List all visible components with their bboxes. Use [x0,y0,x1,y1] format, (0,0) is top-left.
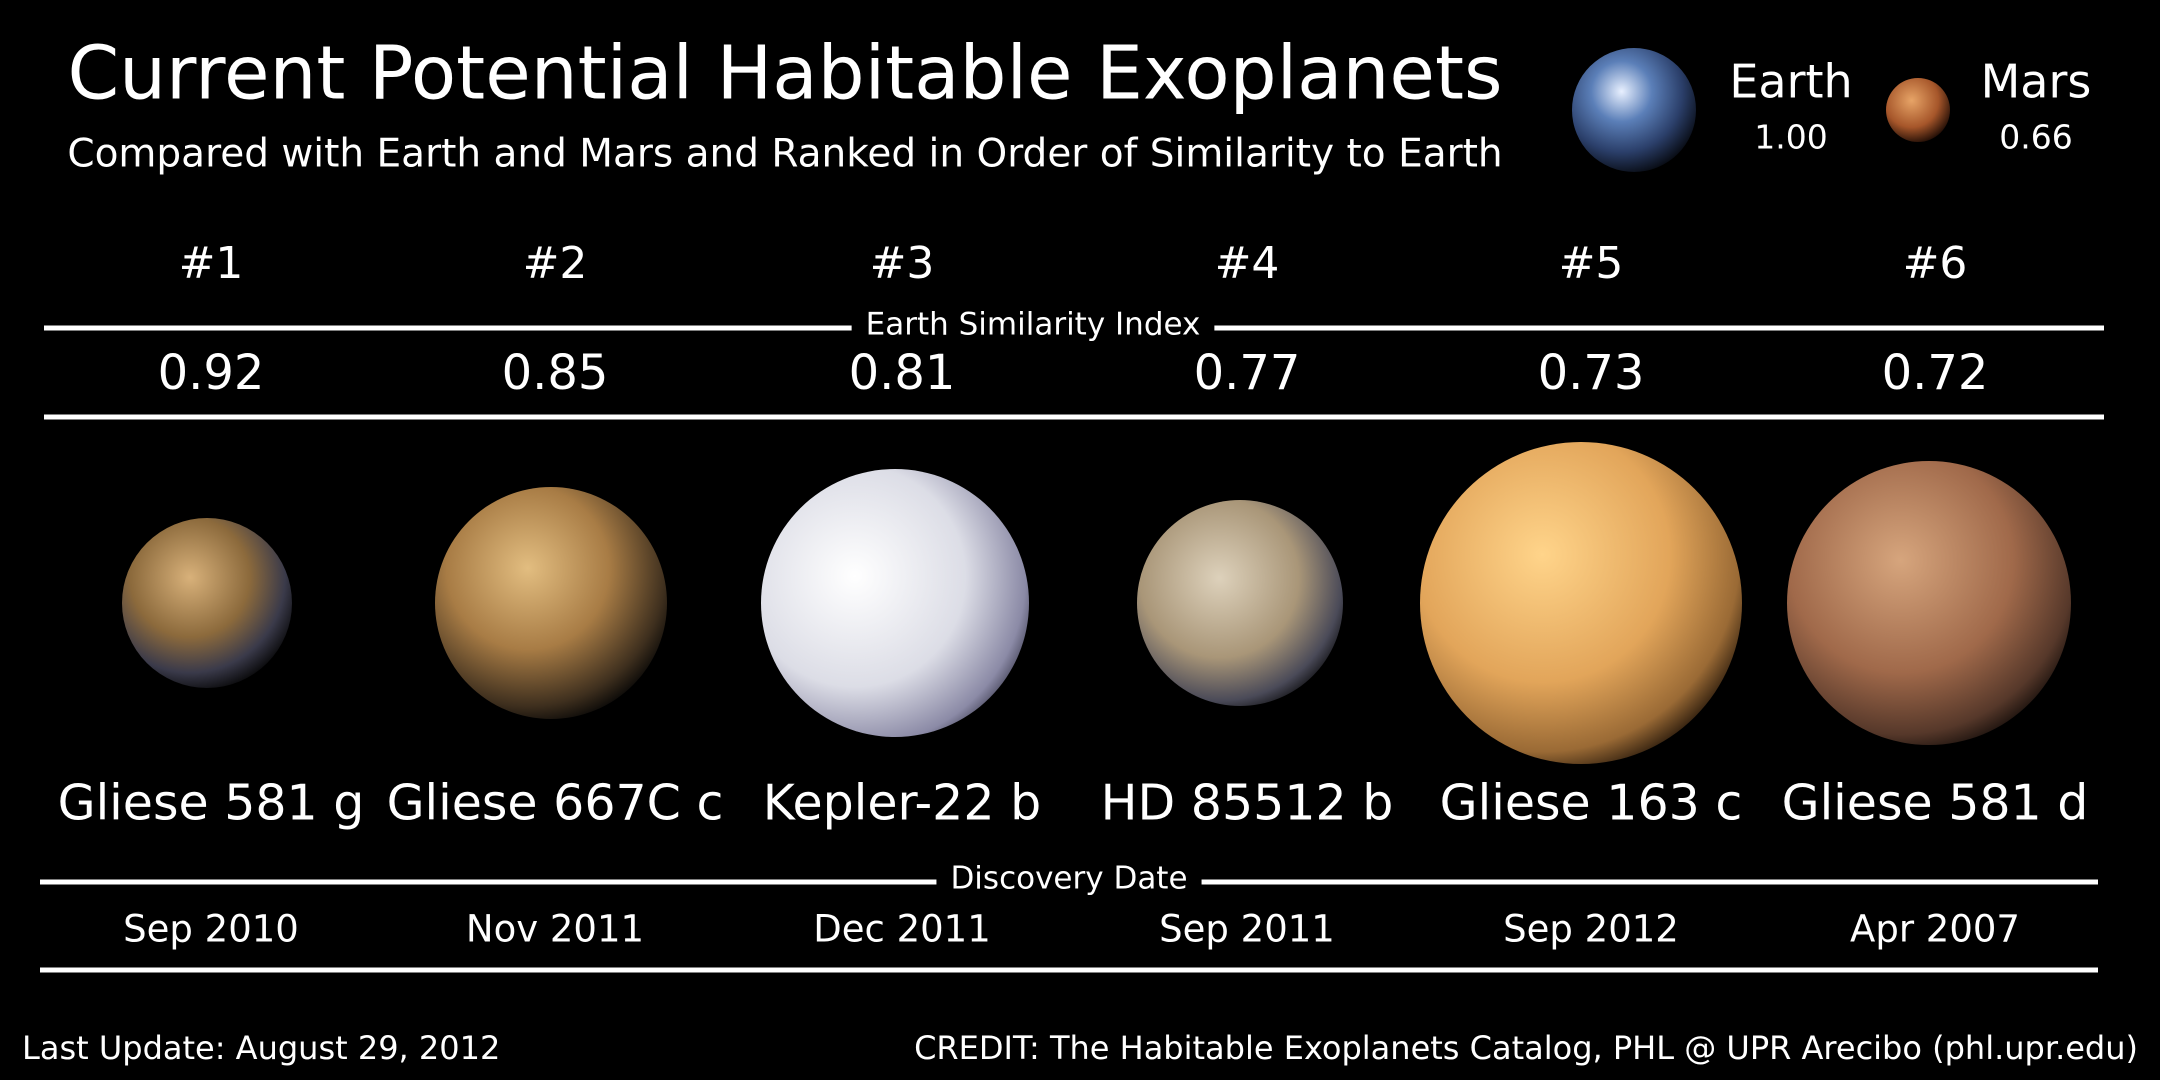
earth-globe [1572,48,1696,172]
planet-globe [1787,461,2071,745]
esi-value: 0.73 [1538,345,1645,401]
rank: #4 [1215,238,1280,289]
planet-name: Gliese 581 d [1782,775,2089,832]
planet-name: Gliese 163 c [1440,775,1743,832]
rank: #3 [870,238,935,289]
reference-name: Earth [1729,55,1852,109]
label-backdrop [936,860,1202,897]
discovery-date: Sep 2012 [1503,908,1679,951]
esi-value: 0.85 [502,345,609,401]
planet-globe [122,518,292,688]
planet-name: Kepler-22 b [763,775,1041,832]
discovery-date: Sep 2010 [123,908,299,951]
planet-globe [1137,500,1343,706]
update-note: Last Update: August 29, 2012 [22,1029,500,1067]
reference-esi: 0.66 [1999,118,2072,157]
planet-globe [761,469,1029,737]
discovery-date: Sep 2011 [1159,908,1335,951]
planet-name: Gliese 667C c [387,775,724,832]
label-backdrop [851,306,1215,343]
discovery-date: Nov 2011 [466,908,644,951]
title: Current Potential Habitable Exoplanets [67,31,1502,117]
planet-globe [435,487,667,719]
rank: #6 [1903,238,1968,289]
planet-globe [1420,442,1742,764]
rank: #2 [523,238,588,289]
esi-value: 0.77 [1194,345,1301,401]
esi-value: 0.72 [1882,345,1989,401]
reference-esi: 1.00 [1754,118,1827,157]
reference-name: Mars [1981,55,2092,109]
rank: #5 [1559,238,1624,289]
planet-name: Gliese 581 g [58,775,365,832]
credit: CREDIT: The Habitable Exoplanets Catalog… [914,1029,2138,1067]
discovery-date: Dec 2011 [813,908,991,951]
mars-globe [1886,78,1950,142]
subtitle: Compared with Earth and Mars and Ranked … [67,132,1502,177]
esi-value: 0.92 [158,345,265,401]
discovery-date: Apr 2007 [1850,908,2020,951]
section-label: Earth Similarity Index [866,307,1201,343]
planet-name: HD 85512 b [1101,775,1394,832]
rank: #1 [179,238,244,289]
esi-value: 0.81 [849,345,956,401]
section-label: Discovery Date [950,861,1187,897]
